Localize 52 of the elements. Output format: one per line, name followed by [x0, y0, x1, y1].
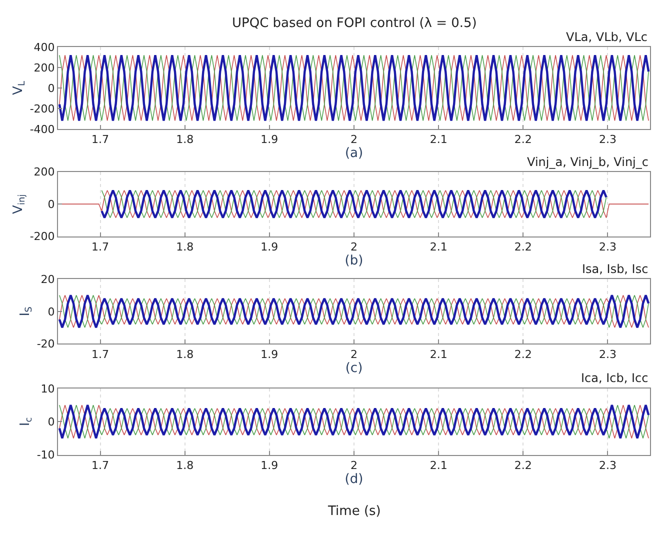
x-tick-label: 2 — [350, 459, 358, 472]
x-tick-label: 2.2 — [514, 348, 532, 361]
x-tick-label: 2.3 — [598, 348, 616, 361]
x-tick-label: 1.9 — [260, 348, 278, 361]
text: Time (s) — [327, 504, 381, 519]
y-tick-label: -200 — [30, 230, 55, 244]
x-tick-label: 1.9 — [260, 459, 278, 472]
x-tick-label: 2.2 — [514, 459, 532, 472]
x-axis-title: (b) — [344, 253, 364, 268]
y-tick-label: 20 — [40, 273, 55, 286]
x-tick-label: 2.1 — [430, 133, 448, 146]
x-axis-title: (d) — [344, 472, 364, 488]
x-tick-label: 1.8 — [176, 459, 194, 472]
x-tick-label: 1.9 — [260, 133, 278, 146]
text: Ica, Icb, Icc — [581, 371, 648, 385]
x-tick-label: 2 — [350, 240, 358, 254]
x-tick-label: 2 — [350, 348, 358, 361]
y-tick-label: -400 — [30, 122, 55, 136]
y-tick-label: 0 — [48, 198, 55, 211]
x-tick-label: 2.3 — [598, 459, 616, 472]
chart-title: UPQC based on FOPI control (λ = 0.5) — [232, 16, 477, 31]
x-tick-label: 2.1 — [430, 348, 448, 361]
x-tick-label: 2.2 — [514, 133, 532, 146]
y-tick-label: 400 — [34, 40, 55, 54]
x-tick-label: 1.7 — [92, 133, 110, 146]
x-tick-label: 1.8 — [176, 133, 194, 146]
x-tick-label: 2.1 — [430, 240, 448, 254]
x-tick-label: 1.7 — [92, 348, 110, 361]
y-tick-label: -20 — [36, 337, 55, 350]
y-tick-label: -10 — [36, 448, 55, 462]
y-tick-label: 0 — [48, 82, 55, 95]
x-axis-title: (a) — [344, 146, 364, 162]
x-tick-label: 2 — [350, 133, 358, 146]
x-tick-label: 2.3 — [598, 240, 616, 254]
y-tick-label: 10 — [40, 382, 55, 396]
x-tick-label: 1.7 — [92, 459, 110, 472]
y-tick-label: 0 — [48, 415, 55, 428]
x-tick-label: 1.8 — [176, 240, 194, 254]
x-tick-label: 2.1 — [430, 459, 448, 472]
text: Vinj_a, Vinj_b, Vinj_c — [527, 155, 648, 169]
y-tick-label: 0 — [48, 305, 55, 318]
x-axis-title: (c) — [345, 360, 363, 376]
x-tick-label: 2.2 — [514, 240, 532, 254]
x-tick-label: 1.8 — [176, 348, 194, 361]
text: VLa, VLb, VLc — [566, 30, 648, 44]
x-tick-label: 1.7 — [92, 240, 110, 254]
x-tick-label: 1.9 — [260, 240, 278, 254]
y-tick-label: 200 — [34, 61, 55, 74]
text: Isa, Isb, Isc — [582, 262, 648, 276]
x-tick-label: 2.3 — [598, 133, 616, 146]
y-tick-label: 200 — [34, 166, 55, 179]
y-tick-label: -200 — [30, 102, 55, 116]
